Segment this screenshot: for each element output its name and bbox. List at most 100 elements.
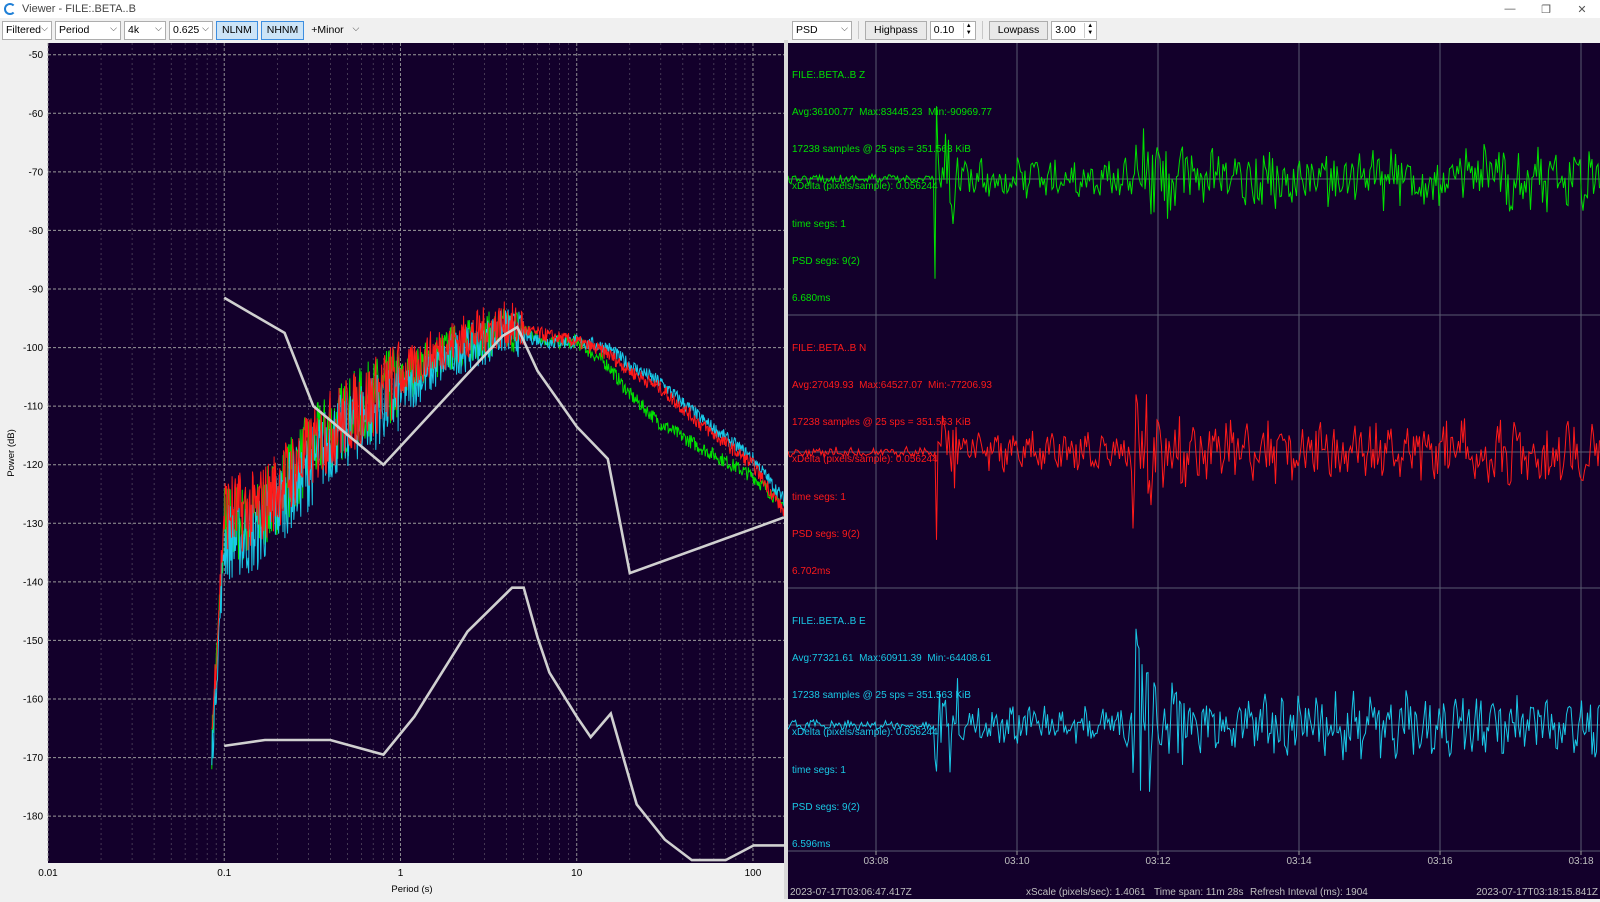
trace-samples: 17238 samples @ 25 sps = 351.563 KiB [792, 144, 971, 156]
x-axis-label: Period (s) [391, 884, 432, 895]
filter-mode-value: Filtered [6, 24, 42, 36]
trace-render-time: 6.680ms [792, 293, 831, 305]
status-xscale: xScale (pixels/sec): 1.4061 [1026, 887, 1146, 898]
filter-mode-select[interactable]: Filtered ⌵ [2, 20, 52, 40]
smoothing-select[interactable]: 0.625 ⌵ [169, 20, 213, 40]
window-controls: — ❐ ✕ [1492, 0, 1600, 18]
y-tick-label: -100 [23, 343, 43, 354]
panel-splitter[interactable] [784, 40, 788, 899]
x-tick-label: 0.1 [217, 868, 231, 879]
smoothing-value: 0.625 [173, 24, 200, 36]
trace-stats: Avg:77321.61 Max:60911.39 Min:-64408.61 [792, 653, 992, 665]
y-tick-label: -90 [29, 285, 44, 296]
y-tick-label: -60 [29, 109, 44, 120]
maximize-icon[interactable]: ❐ [1541, 3, 1551, 16]
x-tick-label: 0.01 [38, 868, 58, 879]
wave-toolbar: PSD ⌵ Highpass 0.10 ▲ ▼ Lowpass 3.00 ▲ ▼ [792, 19, 1098, 41]
trace-psd-segs: PSD segs: 9(2) [792, 528, 860, 540]
psd-chart-panel: -50 -60 -70 -80 -90 -100 -110 -120 -130 -140 -150 -… [0, 43, 785, 899]
time-tick-label: 03:12 [1145, 856, 1170, 867]
waveform-trace-e [788, 628, 1600, 792]
y-tick-label: -70 [29, 167, 44, 178]
trace-psd-segs: PSD segs: 9(2) [792, 801, 860, 813]
y-tick-label: -110 [24, 402, 44, 413]
spin-arrows-icon[interactable]: ▲ ▼ [1084, 22, 1095, 38]
time-tick-label: 03:08 [863, 856, 888, 867]
series-line-nlnm [224, 586, 784, 862]
app-logo-icon [4, 3, 16, 15]
trace-psd-segs: PSD segs: 9(2) [792, 255, 860, 267]
status-start-time: 2023-07-17T03:06:47.417Z [790, 887, 912, 898]
minor-grid-select[interactable]: +Minor ⌵ [307, 21, 363, 40]
minimize-icon[interactable]: — [1504, 3, 1516, 15]
channel-label: FILE:.BETA..B N [792, 342, 867, 354]
waveform-canvas[interactable]: 03:08 03:10 03:12 03:14 03:16 03:18 [788, 43, 1600, 899]
y-tick-label: -50 [29, 50, 44, 61]
chevron-down-icon: ⌵ [41, 22, 48, 33]
trace-info-e: FILE:.BETA..B E Avg:77321.61 Max:60911.3… [792, 591, 991, 876]
chevron-down-icon: ⌵ [155, 22, 162, 33]
axis-value: Period [59, 24, 90, 36]
lowpass-label: Lowpass [988, 20, 1049, 40]
x-axis-ticks: 0.01 0.1 1 10 100 [38, 868, 761, 879]
waveform-panel: 03:08 03:10 03:12 03:14 03:16 03:18 FILE:.BET… [788, 43, 1600, 899]
trace-samples: 17238 samples @ 25 sps = 351.563 KiB [792, 690, 971, 702]
y-tick-label: -160 [23, 695, 43, 706]
status-timespan: Time span: 11m 28s [1154, 887, 1244, 898]
series-line-beta-b-n [211, 301, 785, 730]
trace-samples: 17238 samples @ 25 sps = 351.563 KiB [792, 417, 971, 429]
trace-time-segs: time segs: 1 [792, 764, 846, 776]
series-line-nhnm [223, 296, 785, 575]
time-axis-ticks: 03:08 03:10 03:12 03:14 03:16 03:18 [863, 851, 1594, 867]
series-line-beta-b-e [211, 309, 785, 766]
trace-render-time: 6.702ms [792, 566, 831, 578]
y-tick-label: -140 [23, 577, 43, 588]
y-tick-label: -130 [23, 519, 43, 530]
spin-arrows-icon[interactable]: ▲ ▼ [962, 22, 974, 38]
status-end-time: 2023-07-17T03:18:15.841Z [1476, 887, 1598, 898]
fft-size-select[interactable]: 4k ⌵ [124, 20, 166, 40]
view-value: PSD [796, 24, 818, 36]
nhnm-toggle[interactable]: NHNM [260, 20, 305, 40]
chevron-down-icon: ⌵ [110, 22, 117, 33]
channel-label: FILE:.BETA..B Z [792, 69, 866, 81]
view-select[interactable]: PSD ⌵ [792, 20, 852, 40]
close-icon[interactable]: ✕ [1577, 3, 1587, 16]
minor-grid-value: +Minor [311, 24, 344, 36]
trace-xdelta: xDelta (pixels/sample): 0.056244 [792, 454, 938, 466]
waveform-traces [788, 106, 1600, 792]
title-bar: Viewer - FILE:.BETA..B — ❐ ✕ [0, 0, 1600, 18]
highpass-label: Highpass [865, 20, 927, 40]
y-tick-label: -180 [23, 812, 43, 823]
channel-label: FILE:.BETA..B E [792, 615, 866, 627]
lowpass-stepper[interactable]: 3.00 ▲ ▼ [1051, 20, 1098, 40]
psd-chart[interactable]: -50 -60 -70 -80 -90 -100 -110 -120 -130 -140 -150 -… [0, 43, 785, 899]
nlnm-toggle[interactable]: NLNM [216, 20, 258, 40]
time-tick-label: 03:10 [1004, 856, 1029, 867]
plot-area [48, 43, 784, 863]
chevron-down-icon: ⌵ [841, 22, 848, 33]
y-tick-label: -170 [23, 753, 43, 764]
series-group [211, 296, 785, 862]
trace-info-n: FILE:.BETA..B N Avg:27049.93 Max:64527.0… [792, 318, 992, 603]
psd-toolbar: Filtered ⌵ Period ⌵ 4k ⌵ 0.625 ⌵ NLNM NHNM +… [2, 19, 363, 41]
waveform-trace-n [788, 394, 1600, 540]
x-tick-label: 100 [745, 868, 762, 879]
y-axis-ticks: -50 -60 -70 -80 -90 -100 -110 -120 -130 -140 -150 -… [23, 50, 43, 822]
trace-info-z: FILE:.BETA..B Z Avg:36100.77 Max:83445.2… [792, 45, 992, 330]
axis-select[interactable]: Period ⌵ [55, 20, 121, 40]
chevron-down-icon: ⌵ [352, 22, 360, 33]
highpass-stepper[interactable]: 0.10 ▲ ▼ [929, 20, 976, 40]
fft-size-value: 4k [128, 24, 140, 36]
time-tick-label: 03:14 [1286, 856, 1311, 867]
grid-lines [47, 43, 784, 863]
status-bar: 2023-07-17T03:06:47.417Z xScale (pixels/… [788, 887, 1600, 899]
toolbar-separator [981, 21, 983, 39]
trace-stats: Avg:36100.77 Max:83445.23 Min:-90969.77 [792, 107, 992, 119]
trace-xdelta: xDelta (pixels/sample): 0.056244 [792, 727, 938, 739]
y-tick-label: -150 [23, 636, 43, 647]
x-tick-label: 10 [571, 868, 583, 879]
y-axis-label: Power (dB) [6, 429, 17, 477]
waveform-trace-z [788, 106, 1600, 279]
trace-xdelta: xDelta (pixels/sample): 0.056244 [792, 181, 938, 193]
